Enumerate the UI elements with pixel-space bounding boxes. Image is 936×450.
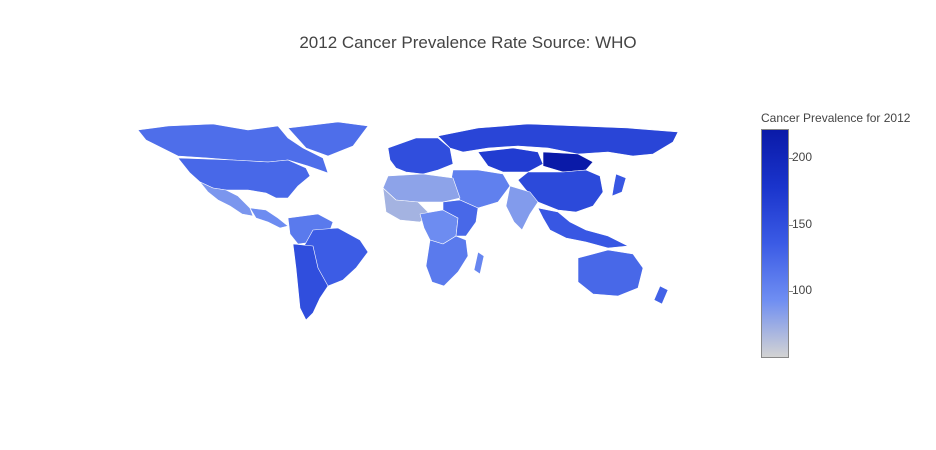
colorbar-tick-mark <box>789 224 793 226</box>
region-southern-africa[interactable] <box>425 235 469 287</box>
region-greenland[interactable] <box>287 121 369 157</box>
region-mongolia[interactable] <box>542 151 594 173</box>
region-east-africa[interactable] <box>442 199 479 237</box>
colorbar-tick-mark <box>789 291 793 293</box>
region-australia[interactable] <box>577 249 644 297</box>
region-north-africa[interactable] <box>382 173 461 203</box>
colorbar <box>761 129 789 358</box>
region-south-america-south[interactable] <box>292 243 329 321</box>
region-southeast-asia[interactable] <box>537 207 629 249</box>
region-china[interactable] <box>517 169 604 213</box>
colorbar-tick-mark <box>789 158 793 160</box>
colorbar-tick-label: 200 <box>792 150 813 165</box>
region-usa[interactable] <box>177 157 311 199</box>
region-russia[interactable] <box>437 123 679 157</box>
region-india[interactable] <box>505 185 539 231</box>
region-kazakhstan[interactable] <box>477 147 544 173</box>
region-japan[interactable] <box>611 173 627 197</box>
region-europe[interactable] <box>387 137 454 175</box>
colorbar-title: Cancer Prevalence for 2012 <box>761 111 911 125</box>
chart-title: 2012 Cancer Prevalence Rate Source: WHO <box>299 33 637 52</box>
choropleth-map[interactable] <box>138 118 683 328</box>
region-madagascar[interactable] <box>473 251 485 275</box>
region-new-zealand[interactable] <box>653 285 669 305</box>
region-mexico[interactable] <box>199 181 254 217</box>
colorbar-tick-label: 100 <box>792 283 813 298</box>
colorbar-tick-label: 150 <box>792 216 813 231</box>
region-central-america[interactable] <box>249 207 289 229</box>
